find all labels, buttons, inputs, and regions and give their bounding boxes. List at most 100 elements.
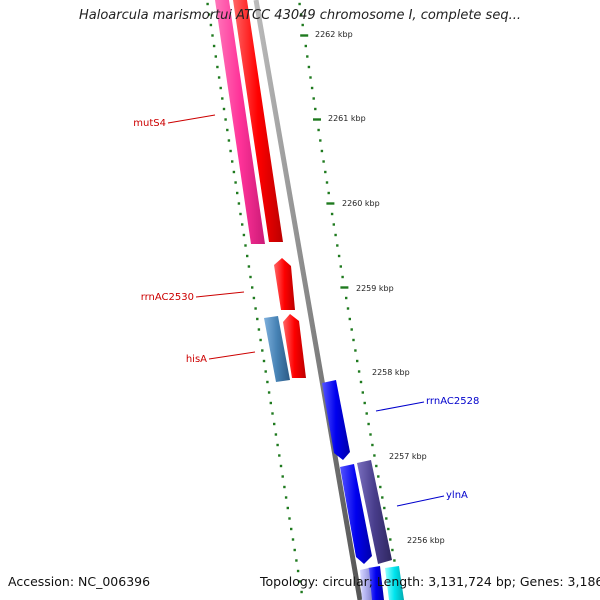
feature-bottom-cyan[interactable]: [385, 566, 404, 600]
label-ylnA: ylnA: [446, 490, 468, 501]
tick-mark: [249, 275, 252, 279]
tick-mark: [224, 118, 227, 121]
tick-mark: [241, 223, 244, 226]
tick-mark: [227, 139, 231, 142]
tick-mark: [385, 517, 388, 520]
tick-mark: [330, 212, 334, 216]
tick-mark: [373, 454, 376, 457]
tick-mark: [209, 23, 213, 27]
leader-line: [208, 351, 256, 360]
feature-rrnAC2530[interactable]: [274, 258, 295, 310]
tick-mark: [281, 475, 284, 478]
tick-mark: [234, 181, 237, 184]
gene-label-rrnAC2530[interactable]: rrnAC2530: [141, 291, 245, 303]
tick-mark: [334, 233, 337, 237]
tick-mark: [325, 181, 329, 184]
tick-mark: [369, 433, 372, 436]
tick-mark: [296, 569, 300, 573]
tick-mark: [348, 317, 351, 321]
tick-mark: [244, 244, 247, 247]
feature-upper-red[interactable]: [233, 0, 283, 242]
tick-mark: [379, 485, 382, 489]
backbone-line: [253, 0, 363, 600]
tick-mark: [389, 538, 392, 541]
tick-mark: [286, 506, 289, 510]
tick-mark: [293, 548, 296, 552]
tick-label: 2260 kbp: [342, 199, 380, 208]
map-title: Haloarcula marismortui ATCC 43049 chromo…: [79, 8, 521, 23]
tick-mark: [229, 149, 232, 153]
tick-mark: [387, 527, 390, 531]
tick-mark: [371, 443, 374, 447]
tick-mark: [312, 97, 315, 100]
gene-label-ylnA[interactable]: ylnA: [396, 490, 468, 507]
tick-mark: [340, 286, 349, 289]
tick-label: 2262 kbp: [315, 30, 353, 39]
tick-mark: [327, 191, 330, 195]
tick-mark: [221, 97, 224, 100]
tick-mark: [339, 265, 342, 268]
tick-mark: [346, 307, 350, 310]
feature-bottom-blue[interactable]: [368, 566, 384, 600]
gene-label-mutS4[interactable]: mutS4: [133, 114, 216, 129]
tick-mark: [332, 223, 335, 226]
tick-mark: [284, 496, 288, 499]
feature-bottom-lavender[interactable]: [360, 568, 372, 600]
leader-line: [375, 401, 425, 412]
tick-label: 2257 kbp: [389, 452, 427, 461]
tick-mark: [242, 233, 246, 237]
leader-line: [195, 291, 245, 298]
tick-mark: [300, 590, 303, 594]
tick-mark: [283, 485, 286, 489]
tick-mark: [236, 191, 239, 195]
tick-mark: [381, 496, 384, 499]
tick-mark: [254, 307, 257, 310]
tick-mark: [226, 128, 229, 132]
tick-mark: [214, 55, 217, 58]
leader-line: [167, 114, 216, 124]
tick-mark: [301, 23, 304, 27]
tick-mark: [262, 359, 266, 363]
feature-mutS4[interactable]: [215, 0, 265, 244]
feature-ylnA[interactable]: [357, 460, 392, 564]
tick-mark: [256, 317, 259, 321]
tick-mark: [350, 328, 353, 331]
tick-mark: [383, 506, 386, 510]
label-mutS4: mutS4: [133, 118, 166, 129]
tick-mark: [271, 412, 274, 415]
label-rrnAC2530: rrnAC2530: [141, 292, 194, 303]
tick-mark: [300, 34, 309, 37]
tick-mark: [359, 380, 363, 384]
tick-mark: [337, 254, 341, 258]
tick-mark: [274, 433, 278, 436]
tick-mark: [361, 391, 364, 394]
tick-mark: [267, 391, 271, 394]
tick-mark: [217, 76, 221, 79]
gene-label-hisA[interactable]: hisA: [186, 351, 256, 365]
tick-mark: [356, 359, 359, 363]
tick-mark: [231, 160, 234, 163]
tick-mark: [279, 464, 283, 468]
feature-rrnAC2528[interactable]: [322, 380, 350, 460]
tick-mark: [216, 65, 219, 69]
tick-label: 2259 kbp: [356, 284, 394, 293]
feature-hisA[interactable]: [264, 316, 290, 382]
tick-label: 2256 kbp: [407, 536, 445, 545]
label-hisA: hisA: [186, 354, 207, 365]
tick-mark: [341, 275, 344, 279]
tick-mark: [298, 2, 301, 6]
tick-label: 2261 kbp: [328, 114, 366, 123]
feature-lower-red[interactable]: [283, 314, 306, 378]
tick-mark: [309, 76, 312, 79]
tick-mark: [252, 296, 256, 300]
feature-lower-blue[interactable]: [340, 464, 372, 564]
tick-mark: [324, 170, 327, 174]
tick-mark: [319, 139, 322, 142]
tick-mark: [239, 212, 242, 216]
gene-label-rrnAC2528[interactable]: rrnAC2528: [375, 396, 479, 412]
tick-mark: [247, 265, 251, 268]
tick-mark: [276, 443, 279, 447]
tick-mark: [269, 401, 272, 405]
topology-label: Topology: circular; Length: 3,131,724 bp…: [260, 574, 600, 589]
